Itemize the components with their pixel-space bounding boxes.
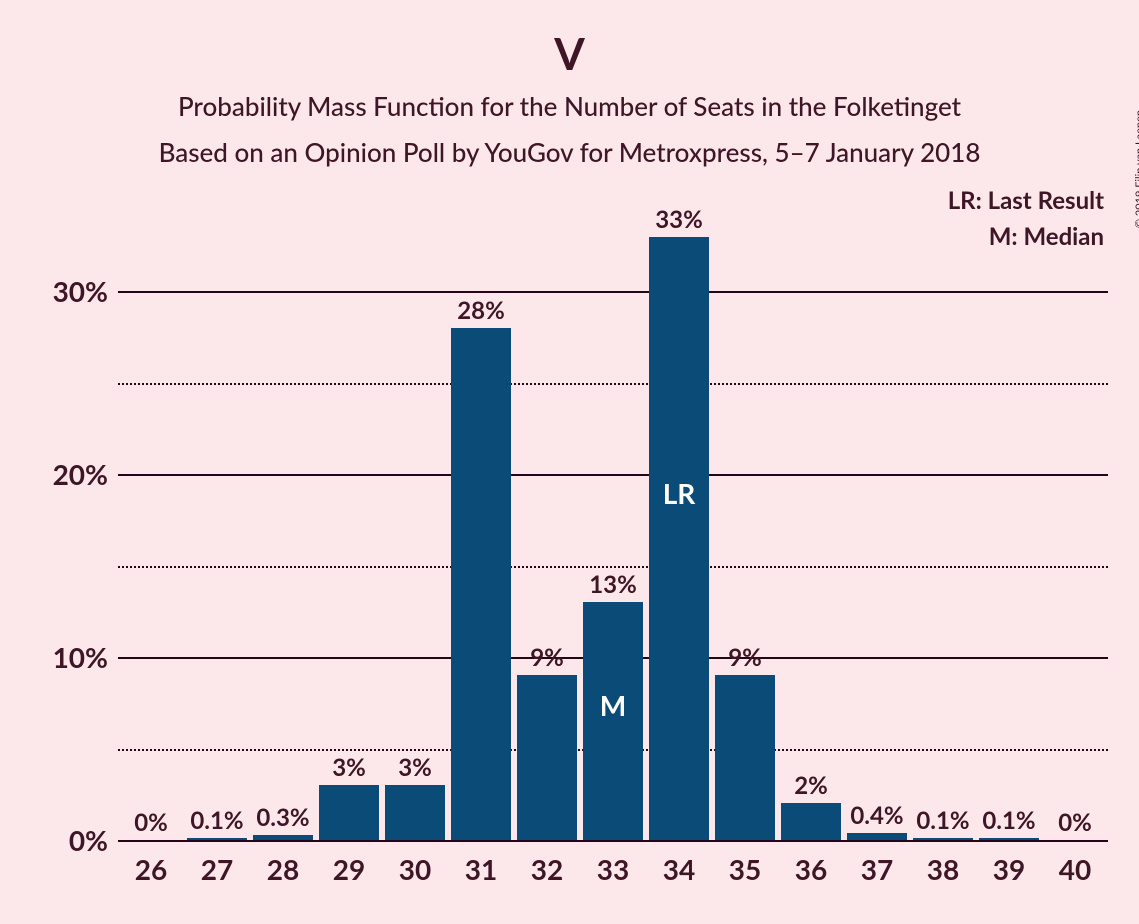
bar: [451, 328, 512, 840]
y-tick-label: 0%: [69, 823, 108, 857]
x-tick-label: 28: [267, 852, 299, 886]
chart-subtitle-2: Based on an Opinion Poll by YouGov for M…: [0, 136, 1139, 168]
x-tick-label: 32: [531, 852, 563, 886]
plot-area: 0%10%20%30%0%260.1%270.3%283%293%3028%31…: [118, 200, 1108, 840]
chart-subtitle-1: Probability Mass Function for the Number…: [0, 90, 1139, 122]
bar-value-label: 3%: [398, 753, 432, 782]
y-tick-label: 10%: [53, 640, 108, 674]
bar-inner-label-m: M: [600, 688, 626, 722]
bar: [715, 675, 776, 840]
bar-value-label: 0.1%: [982, 806, 1035, 835]
bar-value-label: 0.1%: [190, 806, 243, 835]
bar-value-label: 0.4%: [850, 801, 903, 830]
baseline: [118, 840, 1108, 842]
x-tick-label: 26: [135, 852, 167, 886]
gridline-minor: [118, 383, 1108, 385]
y-tick-label: 30%: [53, 274, 108, 308]
x-tick-label: 33: [597, 852, 629, 886]
gridline-minor: [118, 566, 1108, 568]
bar: [781, 803, 842, 840]
bar-value-label: 33%: [655, 205, 703, 234]
x-tick-label: 40: [1059, 852, 1091, 886]
bar-value-label: 0%: [134, 808, 168, 837]
bar-value-label: 0%: [1058, 808, 1092, 837]
bar: [385, 785, 446, 840]
bar-value-label: 9%: [530, 643, 564, 672]
x-tick-label: 39: [993, 852, 1025, 886]
gridline-major: [118, 291, 1108, 293]
bar-value-label: 28%: [457, 296, 505, 325]
x-tick-label: 31: [465, 852, 497, 886]
bar: [517, 675, 578, 840]
x-tick-label: 30: [399, 852, 431, 886]
x-tick-label: 35: [729, 852, 761, 886]
bar: [319, 785, 380, 840]
bar-value-label: 9%: [728, 643, 762, 672]
x-tick-label: 27: [201, 852, 233, 886]
bar: [847, 833, 908, 840]
copyright-text: © 2019 Filip van Laenen: [1133, 110, 1139, 228]
gridline-major: [118, 474, 1108, 476]
bar-value-label: 0.3%: [256, 803, 309, 832]
bar-inner-label-lr: LR: [663, 476, 696, 510]
y-tick-label: 20%: [53, 457, 108, 491]
bar: [649, 237, 710, 840]
chart-title: V: [0, 28, 1139, 80]
x-tick-label: 38: [927, 852, 959, 886]
x-tick-label: 34: [663, 852, 695, 886]
x-tick-label: 29: [333, 852, 365, 886]
bar-value-label: 3%: [332, 753, 366, 782]
bar-value-label: 2%: [794, 771, 828, 800]
chart-container: V Probability Mass Function for the Numb…: [0, 0, 1139, 924]
bar-value-label: 13%: [589, 570, 637, 599]
x-tick-label: 36: [795, 852, 827, 886]
x-tick-label: 37: [861, 852, 893, 886]
bar-value-label: 0.1%: [916, 806, 969, 835]
